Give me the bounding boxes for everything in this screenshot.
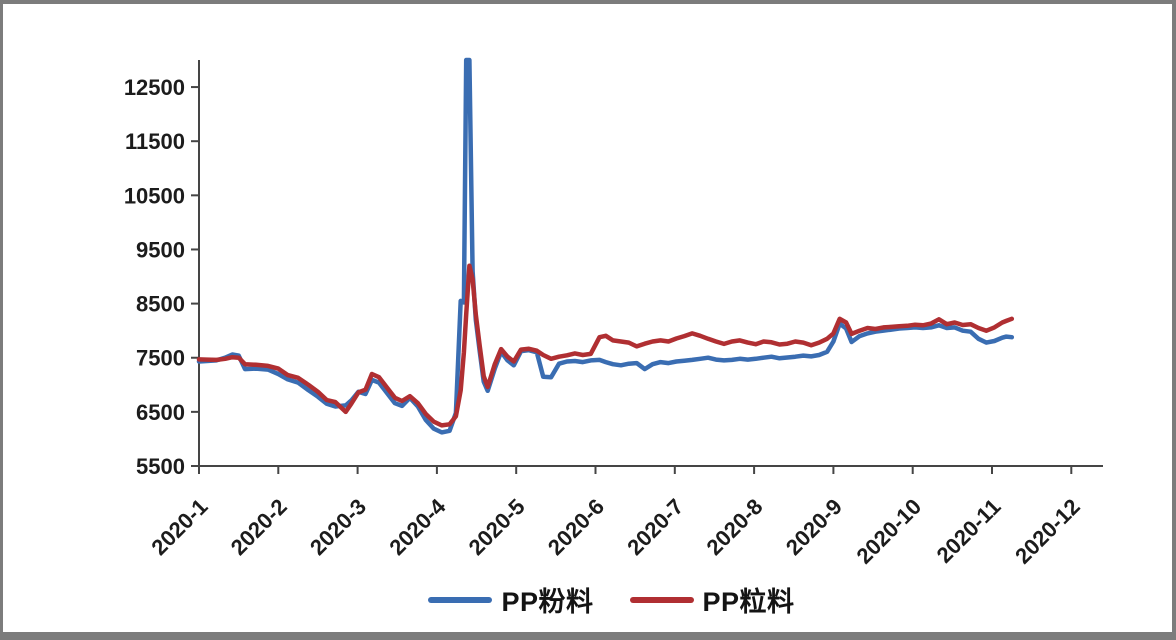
x-axis-tick-label: 2020-8	[702, 494, 768, 560]
y-axis-tick-label: 11500	[125, 129, 185, 154]
y-axis-tick-label: 5500	[136, 454, 185, 479]
y-axis-tick-label: 12500	[124, 75, 185, 100]
y-axis-tick-label: 6500	[136, 400, 185, 425]
x-axis-tick-label: 2020-2	[226, 494, 292, 560]
x-axis-tick-label: 2020-10	[851, 494, 926, 569]
x-axis-tick-label: 2020-7	[622, 494, 688, 560]
legend-line-sample-blue	[428, 596, 493, 603]
pp-price-line-chart: 12500 11500 10500 9500 8500 7500 6500 5500 2020-…	[124, 57, 1103, 569]
x-axis-tick-label: 2020-12	[1010, 494, 1085, 569]
x-axis-tick-label: 2020-6	[543, 494, 609, 560]
y-axis-tick-label: 7500	[136, 346, 185, 371]
x-axis-tick-label: 2020-1	[146, 494, 212, 560]
y-axis-tick-label: 9500	[136, 237, 185, 262]
legend-line-sample-red	[629, 596, 694, 603]
legend-item-pp-pellet: PP粒料	[629, 580, 795, 619]
legend-label-pp-pellet: PP粒料	[702, 587, 795, 617]
x-axis-tick-label: 2020-9	[781, 494, 847, 560]
series-line-pp-powder	[196, 57, 1015, 435]
x-axis-tick-label: 2020-3	[305, 494, 371, 560]
y-axis-tick-label: 10500	[124, 183, 185, 208]
series-line-pp-pellet	[196, 263, 1015, 428]
legend-label-pp-powder: PP粉料	[501, 587, 594, 617]
chart-legend: PP粉料 PP粒料	[27, 580, 1172, 619]
legend-item-pp-powder: PP粉料	[428, 580, 593, 619]
y-axis-tick-label: 8500	[136, 292, 185, 317]
x-axis-tick-label: 2020-11	[932, 494, 1006, 568]
x-axis-tick-label: 2020-5	[464, 494, 530, 560]
x-axis-tick-label: 2020-4	[384, 493, 451, 560]
